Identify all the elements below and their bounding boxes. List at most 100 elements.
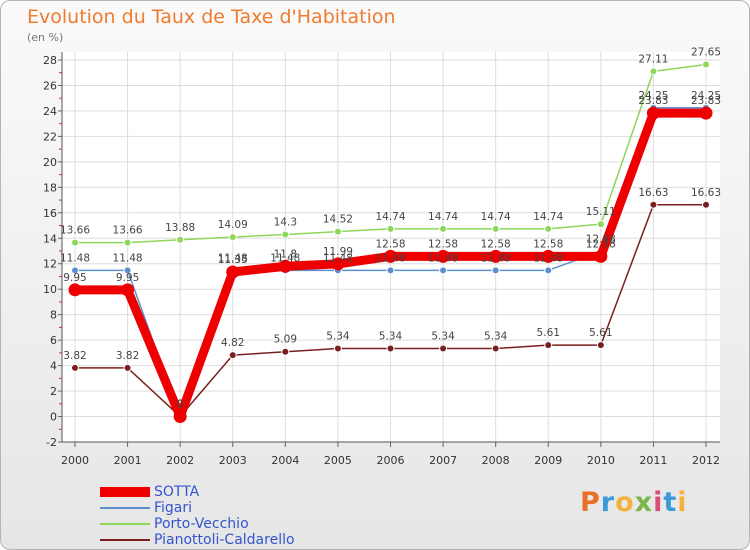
legend-label: Figari xyxy=(154,500,193,516)
data-label-figari: 12.98 xyxy=(586,233,616,245)
data-label-sotta: 11.35 xyxy=(218,254,248,266)
data-label-figari: 11.48 xyxy=(113,252,143,264)
x-tick-label: 2003 xyxy=(219,454,247,467)
data-point-pianottoli-caldarello xyxy=(649,200,658,209)
data-point-porto-vecchio xyxy=(491,224,500,233)
x-tick-label: 2007 xyxy=(429,454,457,467)
data-point-sotta xyxy=(594,249,608,263)
x-tick-label: 2006 xyxy=(377,454,405,467)
data-label-pianottoli-caldarello: 0 xyxy=(177,399,184,411)
x-tick-label: 2002 xyxy=(166,454,194,467)
data-label-porto-vecchio: 14.3 xyxy=(274,216,297,228)
data-point-pianottoli-caldarello xyxy=(491,344,500,353)
data-point-sotta xyxy=(699,106,713,120)
data-label-porto-vecchio: 13.66 xyxy=(113,225,143,237)
data-label-sotta: 11.8 xyxy=(274,248,297,260)
data-point-pianottoli-caldarello xyxy=(596,341,605,350)
data-point-porto-vecchio xyxy=(281,230,290,239)
y-tick-label: 12 xyxy=(43,258,57,271)
data-label-porto-vecchio: 14.74 xyxy=(533,211,563,223)
legend-item: Figari xyxy=(100,500,360,516)
data-point-figari xyxy=(439,266,448,275)
data-point-figari xyxy=(123,266,132,275)
data-label-figari: 11.48 xyxy=(428,252,458,264)
data-label-sotta: 23.83 xyxy=(638,95,668,107)
x-tick-label: 2005 xyxy=(324,454,352,467)
data-point-pianottoli-caldarello xyxy=(281,347,290,356)
data-label-sotta: 12.58 xyxy=(428,238,458,250)
data-label-porto-vecchio: 14.74 xyxy=(428,211,458,223)
data-label-figari: 11.48 xyxy=(375,252,405,264)
data-label-pianottoli-caldarello: 4.82 xyxy=(221,337,244,349)
data-label-pianottoli-caldarello: 5.61 xyxy=(589,327,612,339)
data-label-pianottoli-caldarello: 16.63 xyxy=(638,187,668,199)
y-tick-label: 14 xyxy=(43,232,57,245)
data-point-figari xyxy=(71,266,79,275)
data-point-sotta xyxy=(541,249,555,263)
y-tick-label: 10 xyxy=(43,283,57,296)
data-point-porto-vecchio xyxy=(228,233,237,242)
data-label-sotta: 23.83 xyxy=(691,95,721,107)
legend-label: Pianottoli-Caldarello xyxy=(154,532,295,548)
data-point-pianottoli-caldarello xyxy=(333,344,342,353)
data-label-figari: 11.48 xyxy=(533,252,563,264)
y-tick-label: 18 xyxy=(43,181,57,194)
legend-item: Porto-Vecchio xyxy=(100,516,360,532)
data-point-sotta xyxy=(646,106,660,120)
data-point-pianottoli-caldarello xyxy=(71,363,79,372)
data-label-pianottoli-caldarello: 5.34 xyxy=(326,331,350,343)
data-label-porto-vecchio: 27.11 xyxy=(638,53,668,65)
data-point-porto-vecchio xyxy=(71,238,79,247)
data-point-pianottoli-caldarello xyxy=(544,341,553,350)
data-label-sotta: 11.99 xyxy=(323,246,353,258)
y-tick-label: 16 xyxy=(43,207,57,220)
data-point-figari xyxy=(386,266,395,275)
x-tick-label: 2001 xyxy=(114,454,142,467)
data-label-figari: 0 xyxy=(177,399,184,411)
proxiti-logo: Proxiti xyxy=(580,487,688,518)
chart-title: Evolution du Taux de Taxe d'Habitation xyxy=(27,6,396,28)
data-point-sotta xyxy=(489,249,503,263)
data-label-pianottoli-caldarello: 5.61 xyxy=(537,327,560,339)
legend-swatch xyxy=(100,507,150,509)
data-label-sotta: 12.58 xyxy=(375,238,405,250)
y-tick-label: 22 xyxy=(43,130,57,143)
data-point-sotta xyxy=(436,249,450,263)
data-point-porto-vecchio xyxy=(702,60,710,69)
data-label-figari: 11.48 xyxy=(323,252,353,264)
data-label-pianottoli-caldarello: 5.34 xyxy=(431,331,455,343)
y-tick-label: -2 xyxy=(46,436,57,449)
y-tick-label: 8 xyxy=(50,309,57,322)
legend-swatch xyxy=(100,539,150,541)
y-tick-label: 0 xyxy=(50,411,57,424)
data-label-figari: 11.48 xyxy=(60,252,90,264)
legend-swatch xyxy=(100,523,150,525)
y-tick-label: 20 xyxy=(43,156,57,169)
data-point-porto-vecchio xyxy=(649,67,658,76)
data-label-figari: 24.25 xyxy=(638,90,668,102)
data-label-sotta: 0 xyxy=(177,399,184,411)
data-point-sotta xyxy=(68,283,82,297)
data-label-porto-vecchio: 14.09 xyxy=(218,219,248,231)
data-label-pianottoli-caldarello: 3.82 xyxy=(63,350,86,362)
data-point-porto-vecchio xyxy=(123,238,132,247)
data-point-sotta xyxy=(384,249,397,263)
data-point-pianottoli-caldarello xyxy=(439,344,448,353)
x-tick-label: 2000 xyxy=(61,454,89,467)
data-label-pianottoli-caldarello: 5.34 xyxy=(484,331,508,343)
x-tick-label: 2004 xyxy=(271,454,299,467)
data-label-figari: 24.25 xyxy=(691,90,721,102)
data-label-porto-vecchio: 14.52 xyxy=(323,214,353,226)
data-label-figari: 11.48 xyxy=(218,252,248,264)
x-tick-label: 2012 xyxy=(692,454,720,467)
data-point-figari xyxy=(491,266,500,275)
data-point-porto-vecchio xyxy=(333,227,342,236)
legend-label: SOTTA xyxy=(154,484,200,500)
x-tick-label: 2011 xyxy=(639,454,667,467)
data-label-pianottoli-caldarello: 16.63 xyxy=(691,187,721,199)
data-point-porto-vecchio xyxy=(439,224,448,233)
data-point-sotta xyxy=(173,410,187,424)
data-point-pianottoli-caldarello xyxy=(702,200,710,209)
data-label-porto-vecchio: 13.66 xyxy=(60,225,90,237)
